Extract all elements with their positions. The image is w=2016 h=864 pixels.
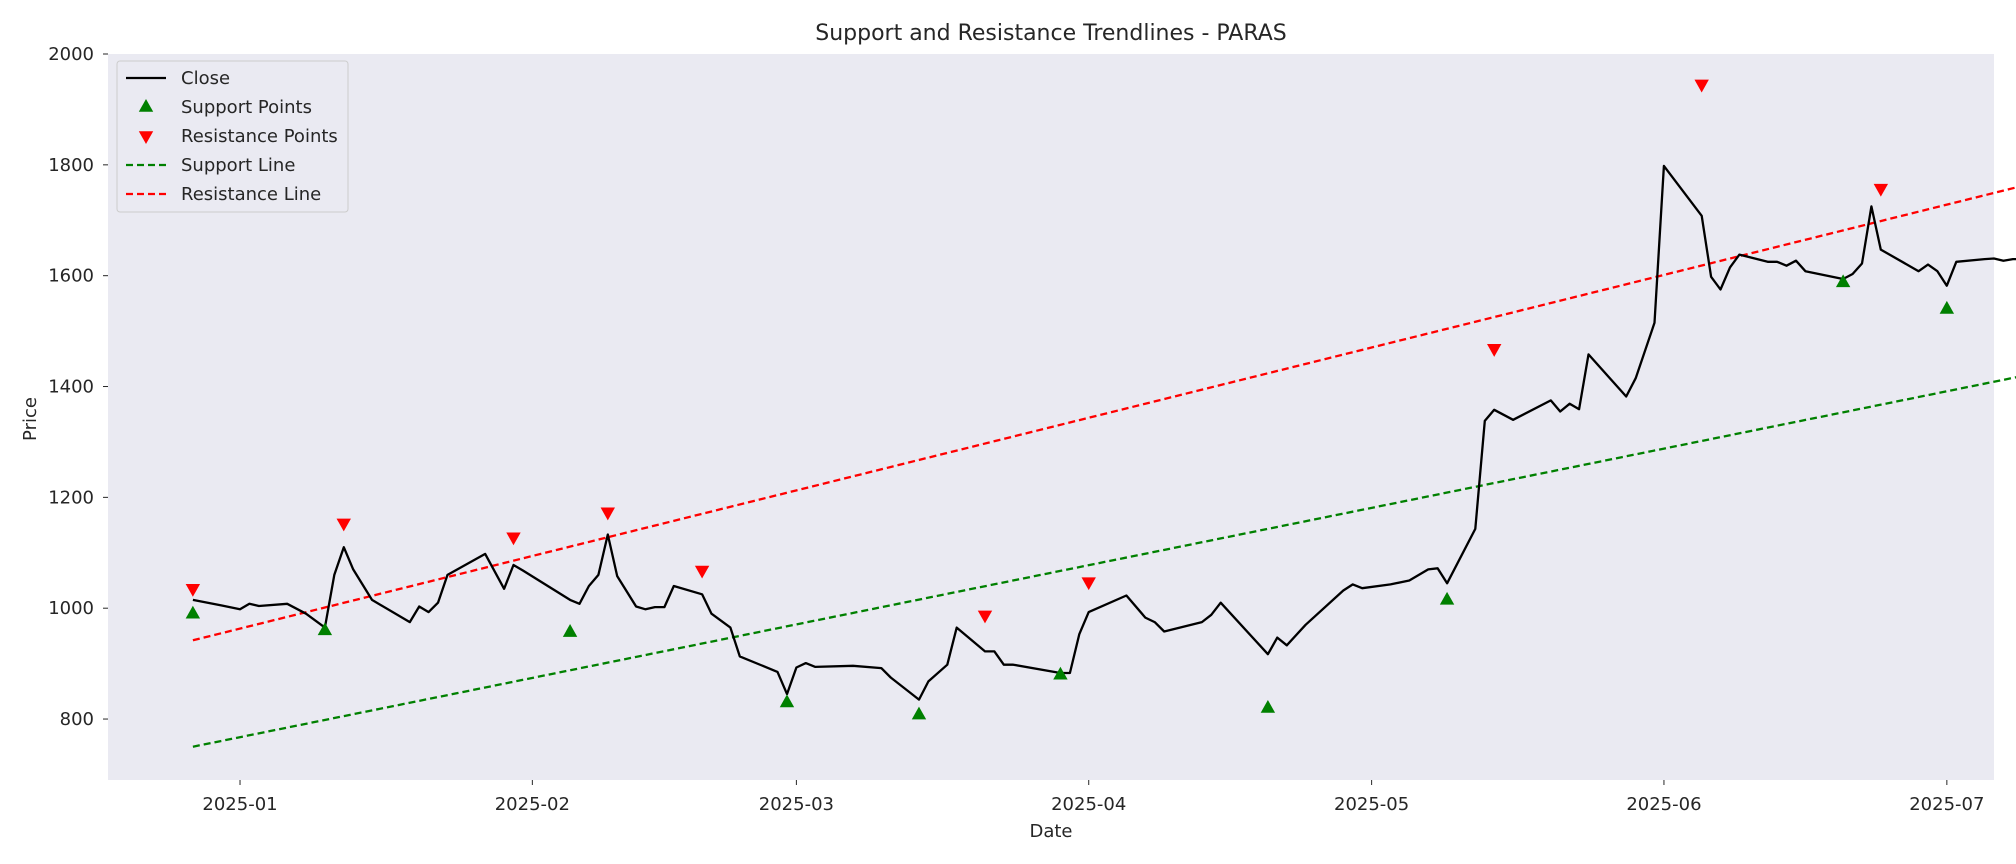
support-point bbox=[562, 624, 578, 637]
resistance-point bbox=[1873, 183, 1889, 197]
legend-swatch-resistance-points bbox=[138, 131, 154, 144]
support-point bbox=[1835, 274, 1851, 288]
x-tick-label: 2025-02 bbox=[495, 794, 570, 815]
x-ticks: 2025-01 2025-02 2025-03 2025-04 2025-05 2025-… bbox=[202, 780, 1984, 815]
plot-area bbox=[108, 54, 1994, 780]
x-tick-label: 2025-05 bbox=[1334, 794, 1409, 815]
x-tick-label: 2025-07 bbox=[1909, 794, 1984, 815]
legend-entries: Close Support Points Resistance Points Supp… bbox=[126, 68, 338, 205]
legend-label-support-points: Support Points bbox=[181, 97, 312, 118]
y-ticks: 800 1000 1200 1400 1600 1800 2000 bbox=[48, 44, 108, 730]
legend-label-resistance-line: Resistance Line bbox=[181, 184, 321, 205]
y-tick-label: 1800 bbox=[48, 155, 94, 176]
y-tick-label: 1600 bbox=[48, 266, 94, 287]
legend-swatch-support-points bbox=[138, 99, 154, 112]
x-axis-label: Date bbox=[1029, 821, 1072, 842]
x-tick-label: 2025-06 bbox=[1626, 794, 1701, 815]
x-tick-label: 2025-03 bbox=[759, 794, 834, 815]
resistance-point bbox=[506, 532, 521, 546]
y-axis-label: Price bbox=[20, 397, 41, 441]
resistance-point bbox=[694, 565, 710, 579]
resistance-line-series bbox=[192, 186, 2016, 642]
support-line-series bbox=[192, 376, 2016, 748]
support-point bbox=[1053, 666, 1068, 680]
x-tick-label: 2025-01 bbox=[202, 794, 277, 815]
close-series bbox=[192, 164, 2016, 701]
resistance-point bbox=[336, 518, 351, 532]
support-point bbox=[1260, 699, 1276, 713]
legend: Close Support Points Resistance Points Supp… bbox=[116, 60, 349, 213]
support-point bbox=[185, 605, 201, 619]
legend-box bbox=[116, 60, 349, 213]
chart-title: Support and Resistance Trendlines - PARA… bbox=[815, 21, 1287, 46]
y-tick-label: 1000 bbox=[48, 598, 94, 619]
resistance-point bbox=[1694, 79, 1709, 93]
support-point bbox=[779, 694, 795, 708]
series-layer bbox=[185, 79, 2016, 748]
support-point bbox=[911, 706, 927, 720]
resistance-point bbox=[1081, 577, 1096, 591]
resistance-point bbox=[1487, 344, 1502, 357]
support-point bbox=[1939, 300, 1955, 314]
y-tick-label: 2000 bbox=[48, 44, 94, 65]
resistance-point bbox=[185, 584, 201, 597]
support-point bbox=[317, 622, 333, 636]
y-tick-label: 1200 bbox=[48, 487, 94, 508]
y-tick-label: 800 bbox=[60, 709, 94, 730]
legend-label-close: Close bbox=[181, 68, 230, 89]
resistance-point bbox=[977, 610, 993, 624]
legend-label-resistance-points: Resistance Points bbox=[181, 126, 338, 147]
resistance-point bbox=[600, 507, 615, 521]
legend-label-support-line: Support Line bbox=[181, 155, 295, 176]
x-tick-label: 2025-04 bbox=[1051, 794, 1126, 815]
y-tick-label: 1400 bbox=[48, 377, 94, 398]
support-point bbox=[1439, 591, 1455, 605]
